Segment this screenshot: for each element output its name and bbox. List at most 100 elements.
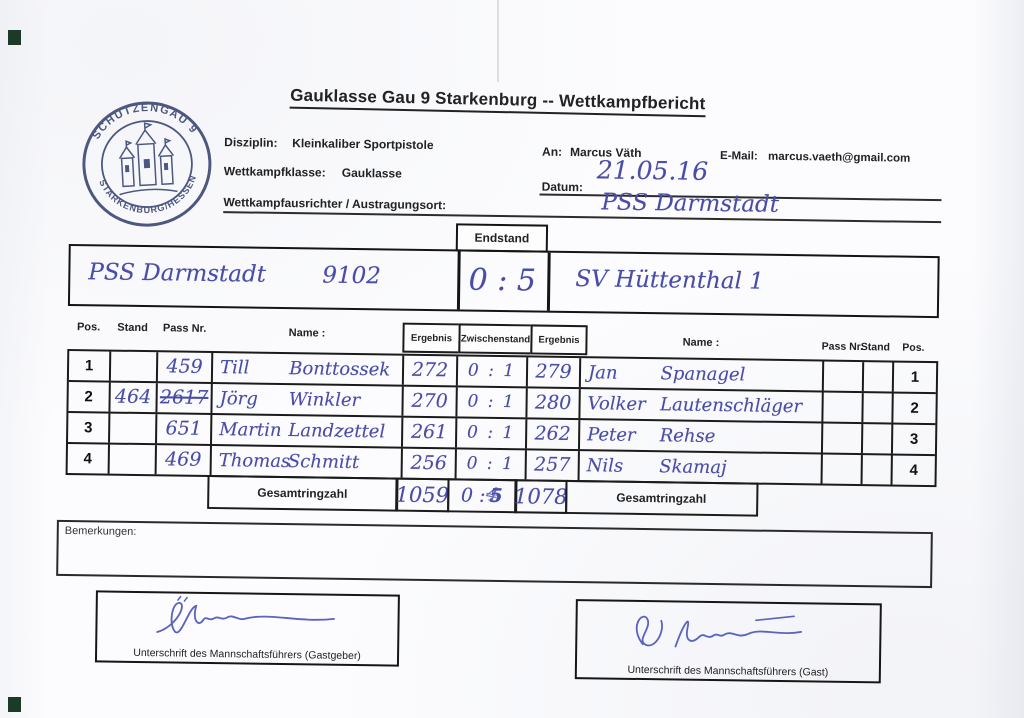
- home-team-handwritten: PSS Darmstadt: [88, 259, 267, 288]
- cell-stand-right: [863, 393, 894, 423]
- first-name-left: Thomas: [218, 449, 291, 472]
- endstand-divider-right: [546, 252, 551, 311]
- last-name-right: Rehse: [659, 424, 716, 447]
- datum-label: Datum:: [541, 179, 584, 195]
- last-name-right: Lautenschläger: [659, 393, 803, 417]
- first-name-right: Volker: [587, 392, 646, 415]
- header-pos-right: Pos.: [902, 341, 925, 354]
- cell-pos-left: 2: [68, 381, 111, 412]
- header-pos-left: Pos.: [76, 321, 101, 334]
- cell-ergebnis-right: 279: [527, 357, 582, 388]
- cell-name-left: Till Bonttossek: [212, 353, 405, 385]
- last-name-left: Winkler: [288, 388, 361, 411]
- cell-stand-right: [863, 362, 895, 392]
- header-pass-left: Pass Nr.: [162, 322, 207, 335]
- cell-name-right: Volker Lautenschläger: [580, 389, 824, 422]
- cell-pos-left: 1: [68, 350, 112, 381]
- cell-ergebnis-right: 280: [527, 388, 581, 419]
- endstand-score-box: PSS Darmstadt 9102 0 : 5 SV Hüttenthal 1: [67, 243, 940, 319]
- club-stamp-seal-icon: SCHÜTZENGAU 9 STARKENBURG/HESSEN: [82, 99, 212, 227]
- signature-box-host: Unterschrift des Mannschaftsführers (Gas…: [94, 590, 400, 667]
- total-zw-correction: 4 5: [485, 483, 503, 508]
- cell-pass-right: [822, 423, 864, 454]
- total-zw-new-digit: 5: [489, 484, 503, 508]
- scan-artifact-square-bottom: [8, 697, 21, 712]
- cell-pos-left: 4: [67, 443, 110, 474]
- cell-ergebnis-left: 270: [403, 386, 458, 417]
- gesamtringzahl-label-right: Gesamtringzahl: [564, 479, 759, 517]
- host-signature-label: Unterschrift des Mannschaftsführers (Gas…: [133, 646, 361, 663]
- cell-pos-left: 3: [68, 412, 111, 443]
- host-signature-icon: [156, 595, 335, 634]
- scan-crease-line: [497, 0, 499, 82]
- first-name-left: Martin: [219, 418, 282, 441]
- cell-pass-right: [823, 392, 864, 423]
- cell-pass-right: [823, 361, 865, 392]
- an-label: An:: [542, 144, 563, 159]
- cell-stand-left: [110, 413, 158, 444]
- datum-handwritten-value: 21.05.16: [596, 155, 709, 186]
- total-zwischenstand: 0 : 4 5: [446, 478, 518, 514]
- cell-name-left: Martin Landzettel: [212, 414, 404, 447]
- cell-ergebnis-left: 272: [403, 355, 459, 386]
- first-name-left: Jörg: [219, 387, 258, 410]
- ausrichter-underline: [223, 211, 942, 224]
- guest-signature-icon: [635, 615, 803, 648]
- stamp-castle-icon: [118, 122, 178, 196]
- disziplin-label: Disziplin:: [224, 135, 278, 150]
- disziplin-value: Kleinkaliber Sportpistole: [292, 136, 434, 153]
- ausrichter-label: Wettkampfausrichter / Austragungsort:: [223, 195, 447, 213]
- cell-pos-right: 4: [909, 461, 918, 479]
- cell-stand-right: [862, 455, 893, 485]
- cell-stand-left: 464: [110, 382, 158, 413]
- cell-name-left: Jörg Winkler: [212, 384, 404, 416]
- cell-name-right: Jan Spanagel: [580, 358, 825, 391]
- bemerkungen-box: Bemerkungen:: [56, 519, 933, 589]
- scan-artifact-square-top: [8, 30, 21, 45]
- header-name-left: Name :: [288, 327, 326, 340]
- cell-ergebnis-left: 261: [402, 417, 458, 448]
- ausrichter-handwritten-value: PSS Darmstadt: [601, 189, 780, 218]
- wettkampfklasse-label: Wettkampfklasse:: [223, 164, 326, 180]
- results-table: 1 459 Till Bonttossek 272 0 : 1 279 Jan …: [65, 348, 939, 488]
- totals-spacer-left: [65, 473, 209, 509]
- total-left-value: 1059: [395, 477, 450, 513]
- cell-zwischenstand: 0 : 1: [457, 356, 529, 387]
- cell-zwischenstand: 0 : 1: [457, 387, 528, 418]
- signature-box-guest: Unterschrift des Mannschaftsführers (Gas…: [574, 599, 882, 684]
- header-ergebnis-left: Ergebnis: [402, 322, 461, 354]
- cell-ergebnis-right: 262: [526, 419, 581, 450]
- header-mid-group: Ergebnis Zwischenstand Ergebnis: [402, 322, 588, 356]
- email-value: marcus.vaeth@gmail.com: [767, 150, 911, 165]
- first-name-right: Nils: [586, 454, 624, 477]
- cell-pos-right: 3: [909, 430, 919, 448]
- cell-zwischenstand: 0 : 1: [456, 449, 527, 480]
- last-name-left: Bonttossek: [289, 357, 391, 380]
- page-title: Gauklasse Gau 9 Starkenburg -- Wettkampf…: [243, 85, 753, 118]
- header-zwischenstand: Zwischenstand: [458, 323, 533, 355]
- total-right-value: 1078: [514, 479, 568, 514]
- email-label: E-Mail:: [719, 150, 758, 163]
- cell-stand-left: [110, 351, 159, 382]
- cell-pass-left: 469: [156, 445, 212, 475]
- header-stand-right: Stand: [860, 341, 891, 354]
- total-zw-prefix: 0 :: [460, 484, 486, 507]
- first-name-left: Till: [219, 356, 250, 379]
- cell-name-right: Nils Skamaj: [579, 451, 823, 484]
- cell-pos-right: 1: [910, 368, 920, 386]
- last-name-left: Schmitt: [287, 450, 360, 473]
- bemerkungen-label: Bemerkungen:: [64, 524, 137, 538]
- cell-zwischenstand: 0 : 1: [456, 418, 528, 449]
- last-name-left: Landzettel: [288, 419, 386, 442]
- cell-pass-left: 651: [157, 414, 213, 444]
- cell-pass-right: [822, 454, 863, 485]
- header-stand-left: Stand: [117, 321, 148, 335]
- guest-signature-label: Unterschrift des Mannschaftsführers (Gas…: [627, 663, 829, 679]
- wettkampfklasse-value: Gauklasse: [341, 165, 402, 181]
- last-name-right: Spanagel: [660, 362, 746, 385]
- endstand-score-handwritten: 0 : 5: [468, 262, 537, 299]
- endstand-label: Endstand: [455, 223, 549, 253]
- cell-pass-left: 459: [157, 352, 214, 383]
